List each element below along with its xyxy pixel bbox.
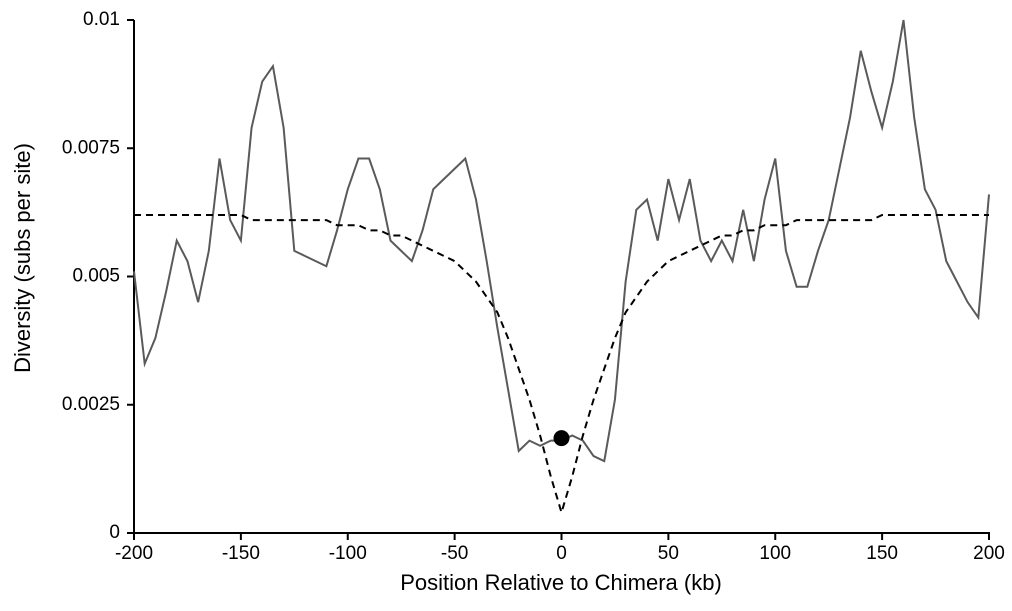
x-tick-label: 150 xyxy=(866,543,898,564)
x-tick-label: 0 xyxy=(556,543,567,564)
y-tick-label: 0.01 xyxy=(83,9,120,30)
data-line xyxy=(134,213,989,516)
y-tick-label: 0.0025 xyxy=(62,394,120,415)
x-axis-title: Position Relative to Chimera (kb) xyxy=(400,570,722,595)
y-tick-label: 0.005 xyxy=(72,266,120,287)
x-tick-label: -50 xyxy=(441,543,468,564)
x-tick-label: 50 xyxy=(658,543,679,564)
y-tick-label: 0.0075 xyxy=(62,137,120,158)
highlight-point xyxy=(553,430,570,447)
x-tick-label: 100 xyxy=(759,543,791,564)
x-tick-label: -100 xyxy=(329,543,367,564)
x-tick-label: 200 xyxy=(973,543,1005,564)
data-line xyxy=(133,19,990,463)
y-axis-title: Diversity (subs per site) xyxy=(10,143,35,373)
x-tick-label: -200 xyxy=(115,543,153,564)
y-tick-label: 0 xyxy=(109,522,120,543)
x-tick-label: -150 xyxy=(222,543,260,564)
